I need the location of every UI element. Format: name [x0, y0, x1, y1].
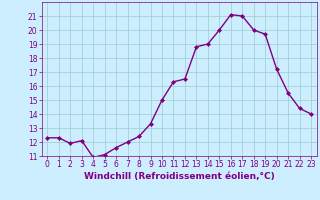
X-axis label: Windchill (Refroidissement éolien,°C): Windchill (Refroidissement éolien,°C) — [84, 172, 275, 181]
